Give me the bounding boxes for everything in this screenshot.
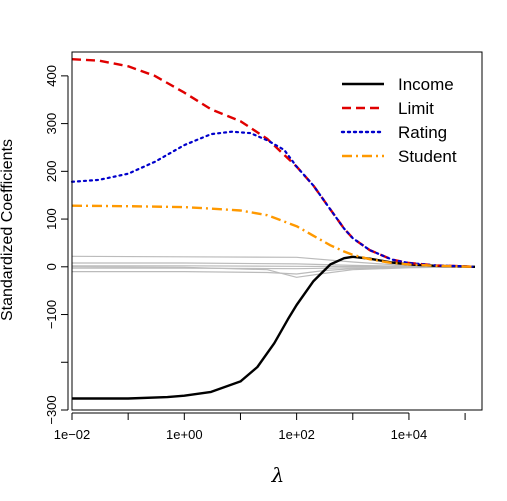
x-tick-label: 1e+00 (166, 427, 203, 442)
x-axis-title: λ (271, 463, 285, 487)
y-tick-label: 400 (44, 65, 59, 87)
legend-label-limit: Limit (398, 99, 434, 118)
plot-box (71, 51, 483, 411)
series-line-income (72, 255, 476, 400)
x-tick-label: 1e−02 (54, 427, 91, 442)
x-tick-label: 1e+04 (391, 427, 428, 442)
y-tick-label: 0 (44, 263, 59, 270)
legend-label-income: Income (398, 75, 454, 94)
legend-label-student: Student (398, 147, 457, 166)
series-lines (70, 58, 477, 400)
y-axis-title: Standardized Coefficients (0, 139, 16, 321)
x-tick-label: 1e+02 (278, 427, 315, 442)
y-tick-label: 300 (44, 113, 59, 135)
legend-label-rating: Rating (398, 123, 447, 142)
legend: Income Limit Rating Student (340, 75, 457, 166)
y-tick-label: 100 (44, 208, 59, 230)
axes: 1e−02 1e+00 1e+02 1e+04 −300 −100 0 100 200 300 40… (44, 51, 483, 442)
series-line-student (71, 204, 476, 268)
y-tick-label: −300 (44, 395, 59, 424)
series-line-rating (70, 130, 477, 268)
series-line-gray-9 (71, 266, 476, 278)
y-tick-label: 200 (44, 160, 59, 182)
y-tick-label: −100 (44, 300, 59, 329)
series-line-gray-6 (72, 265, 476, 268)
